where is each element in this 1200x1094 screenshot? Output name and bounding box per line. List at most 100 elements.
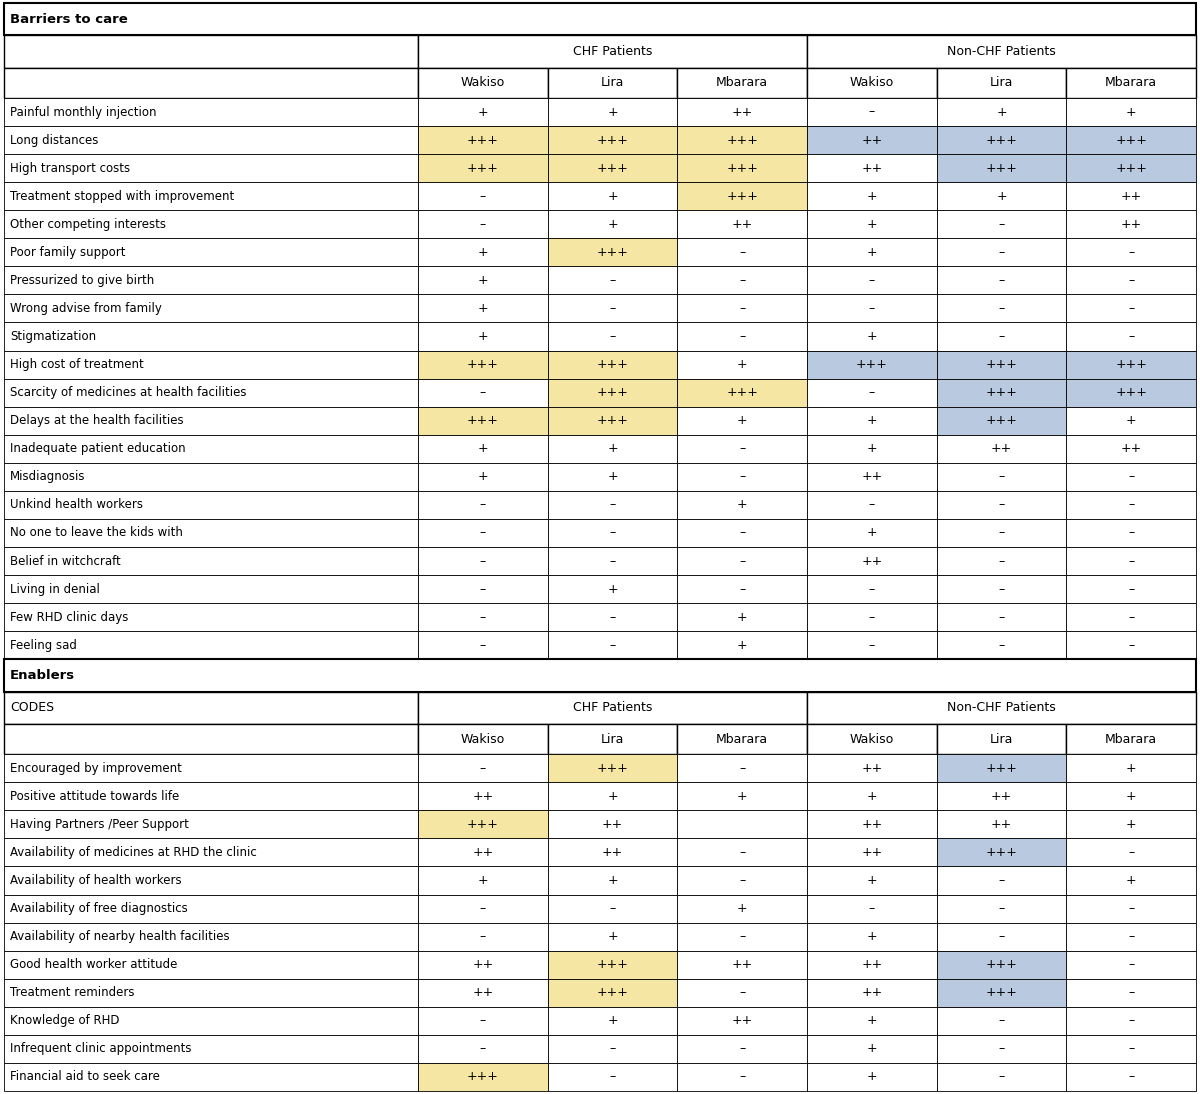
Text: ++: ++ — [862, 555, 882, 568]
Bar — [808, 238, 937, 266]
Bar — [937, 866, 1067, 895]
Bar — [547, 154, 677, 183]
Bar — [808, 434, 937, 463]
Bar — [808, 691, 1196, 724]
Bar — [937, 323, 1067, 350]
Text: Mbarara: Mbarara — [1105, 733, 1157, 746]
Text: –: – — [480, 526, 486, 539]
Bar — [547, 838, 677, 866]
Bar — [4, 210, 418, 238]
Text: –: – — [610, 302, 616, 315]
Text: –: – — [610, 330, 616, 344]
Bar — [677, 126, 806, 154]
Bar — [1067, 238, 1196, 266]
Bar — [937, 979, 1067, 1006]
Bar — [4, 1006, 418, 1035]
Text: –: – — [1128, 555, 1134, 568]
Text: ++: ++ — [862, 162, 882, 175]
Bar — [547, 979, 677, 1006]
Text: +++: +++ — [985, 761, 1018, 775]
Text: –: – — [480, 218, 486, 231]
Text: +: + — [1126, 790, 1136, 803]
Bar — [418, 895, 547, 922]
Bar — [808, 323, 937, 350]
Bar — [937, 434, 1067, 463]
Text: +++: +++ — [1115, 358, 1147, 371]
Text: –: – — [480, 1014, 486, 1027]
Text: ++: ++ — [473, 958, 493, 971]
Bar — [418, 782, 547, 811]
Text: Mbarara: Mbarara — [716, 77, 768, 90]
Bar — [547, 491, 677, 519]
Bar — [1067, 603, 1196, 631]
Text: +: + — [607, 583, 618, 595]
Bar — [1067, 183, 1196, 210]
Text: –: – — [869, 639, 875, 652]
Text: +: + — [478, 274, 488, 287]
Bar — [4, 266, 418, 294]
Text: High cost of treatment: High cost of treatment — [10, 358, 144, 371]
Bar — [547, 922, 677, 951]
Bar — [677, 838, 806, 866]
Text: +: + — [737, 639, 748, 652]
Bar — [1067, 782, 1196, 811]
Text: +: + — [478, 302, 488, 315]
Text: High transport costs: High transport costs — [10, 162, 130, 175]
Bar — [418, 811, 547, 838]
Text: –: – — [1128, 246, 1134, 259]
Text: +++: +++ — [1115, 386, 1147, 399]
Text: –: – — [1128, 302, 1134, 315]
Text: +++: +++ — [985, 386, 1018, 399]
Text: –: – — [998, 218, 1004, 231]
Bar — [937, 68, 1067, 98]
Bar — [1067, 951, 1196, 979]
Bar — [937, 1035, 1067, 1063]
Bar — [677, 98, 806, 126]
Text: Scarcity of medicines at health facilities: Scarcity of medicines at health faciliti… — [10, 386, 246, 399]
Bar — [4, 323, 418, 350]
Text: –: – — [610, 499, 616, 511]
Bar — [418, 631, 547, 660]
Text: ++: ++ — [862, 987, 882, 999]
Text: Availability of medicines at RHD the clinic: Availability of medicines at RHD the cli… — [10, 846, 257, 859]
Text: –: – — [998, 1014, 1004, 1027]
Text: +++: +++ — [596, 133, 629, 147]
Text: –: – — [998, 499, 1004, 511]
Bar — [677, 210, 806, 238]
Bar — [418, 183, 547, 210]
Bar — [677, 350, 806, 379]
Text: Availability of nearby health facilities: Availability of nearby health facilities — [10, 930, 229, 943]
Bar — [677, 463, 806, 491]
Text: –: – — [739, 246, 745, 259]
Bar — [4, 519, 418, 547]
Text: +: + — [478, 105, 488, 118]
Bar — [677, 603, 806, 631]
Text: +: + — [866, 189, 877, 202]
Bar — [547, 575, 677, 603]
Text: –: – — [739, 442, 745, 455]
Bar — [677, 724, 806, 754]
Text: +: + — [866, 1043, 877, 1056]
Bar — [1067, 154, 1196, 183]
Bar — [808, 126, 937, 154]
Text: ++: ++ — [862, 470, 882, 484]
Bar — [937, 294, 1067, 323]
Text: Wakiso: Wakiso — [461, 733, 505, 746]
Bar — [1067, 350, 1196, 379]
Text: Encouraged by improvement: Encouraged by improvement — [10, 761, 182, 775]
Bar — [937, 266, 1067, 294]
Bar — [677, 547, 806, 575]
Text: +++: +++ — [596, 761, 629, 775]
Text: –: – — [1128, 330, 1134, 344]
Bar — [677, 895, 806, 922]
Bar — [4, 603, 418, 631]
Text: –: – — [480, 1043, 486, 1056]
Bar — [4, 491, 418, 519]
Text: –: – — [998, 330, 1004, 344]
Text: +++: +++ — [985, 958, 1018, 971]
Bar — [937, 350, 1067, 379]
Bar — [4, 575, 418, 603]
Bar — [937, 154, 1067, 183]
Bar — [677, 294, 806, 323]
Text: –: – — [480, 499, 486, 511]
